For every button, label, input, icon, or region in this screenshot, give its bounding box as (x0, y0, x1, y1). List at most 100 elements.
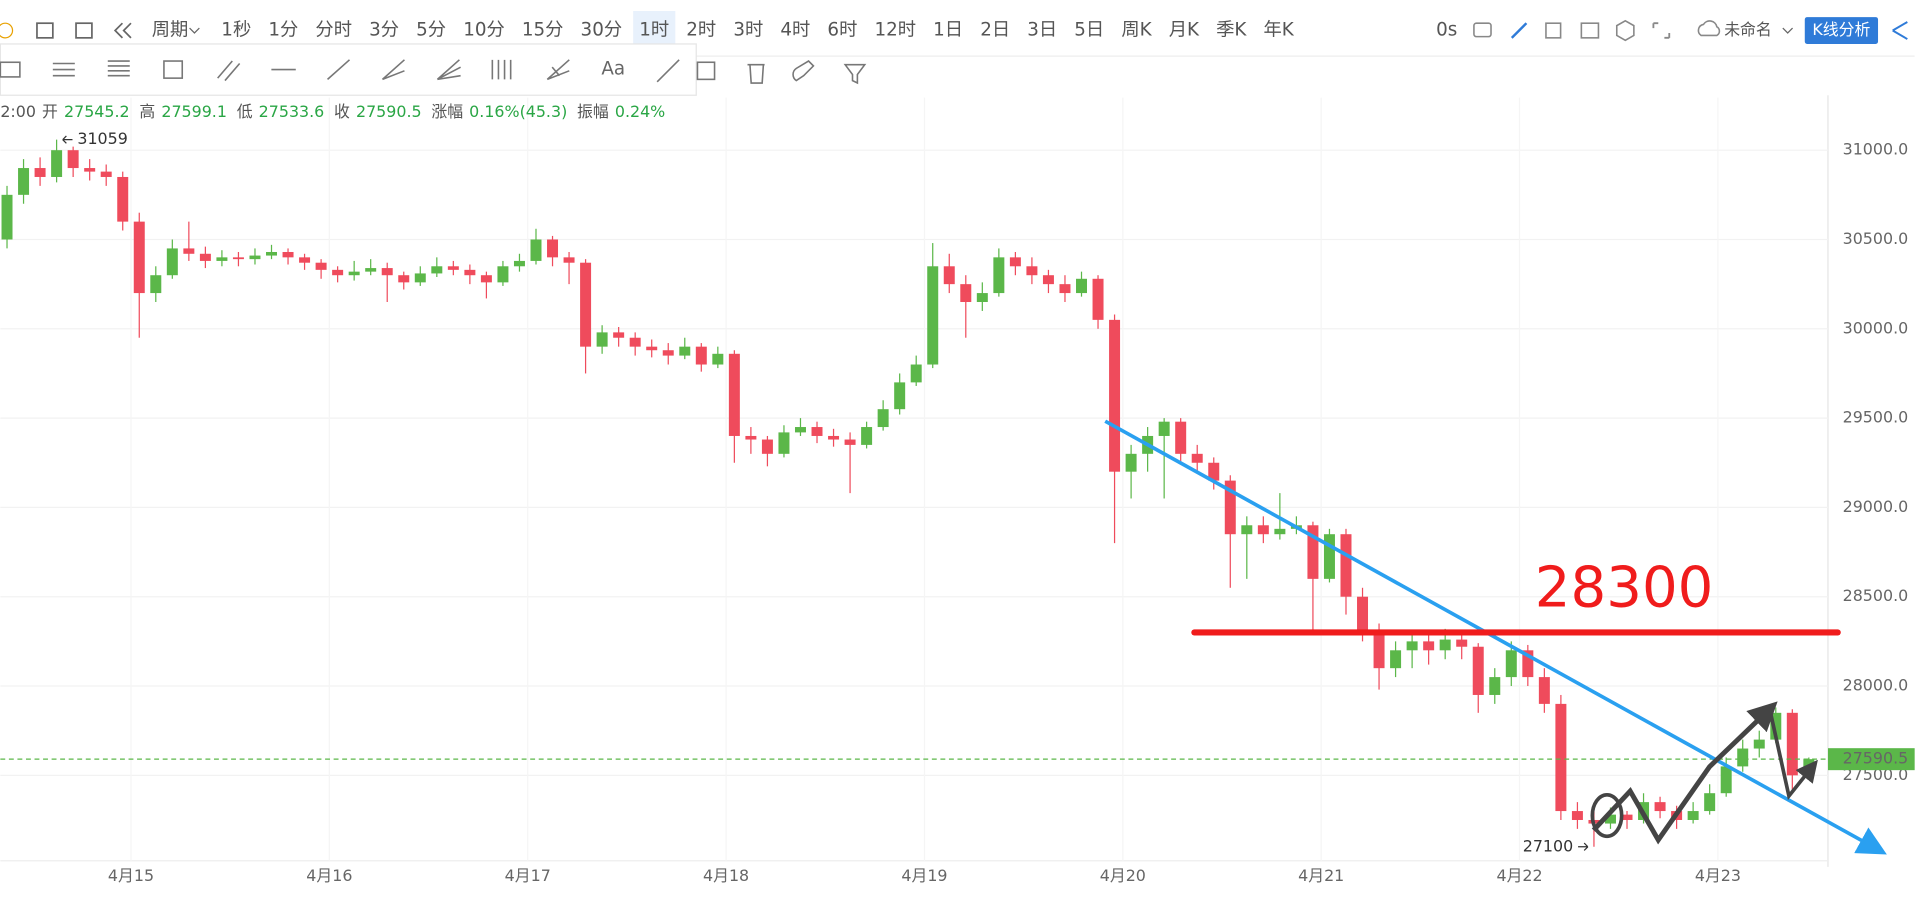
candle-body (927, 266, 939, 365)
note-tool[interactable] (696, 61, 716, 81)
candle-body (1456, 639, 1468, 647)
magnet-tool[interactable] (792, 60, 815, 82)
candle-body (1654, 802, 1666, 812)
period-button[interactable]: 3时 (733, 20, 763, 41)
period-button[interactable]: 4时 (780, 20, 810, 41)
period-button[interactable]: 3分 (369, 20, 399, 41)
candle-body (712, 353, 724, 365)
period-button[interactable]: 1分 (268, 20, 298, 41)
share-box-icon[interactable] (1545, 22, 1562, 39)
y-tick-label: 30500.0 (1843, 229, 1909, 248)
period-button[interactable]: 月K (1169, 20, 1200, 41)
period-button[interactable]: 季K (1216, 20, 1247, 41)
candle-body (1158, 421, 1170, 436)
period-button[interactable]: 1秒 (221, 20, 251, 41)
candle-body (1125, 453, 1137, 472)
cycle-tool[interactable] (491, 59, 512, 80)
pen-icon[interactable] (1510, 22, 1528, 39)
candle-body (51, 150, 63, 177)
share-icon[interactable] (1892, 21, 1908, 40)
analysis-button-bg[interactable] (1804, 17, 1879, 44)
arrow-tool[interactable] (656, 59, 680, 83)
fib-tool[interactable] (107, 60, 130, 77)
text-tool[interactable]: Aa (601, 59, 625, 80)
period-button[interactable]: 周K (1121, 20, 1152, 41)
layout-name[interactable]: 未命名 (1724, 20, 1772, 39)
max-arrow (62, 135, 73, 144)
candle-body (1026, 266, 1038, 276)
candle-body (1175, 421, 1187, 454)
candle-body (1505, 650, 1517, 678)
period-button[interactable]: 6时 (827, 20, 857, 41)
period-button[interactable]: 1时 (639, 20, 669, 41)
period-button[interactable]: 分时 (315, 20, 352, 41)
period-button[interactable]: 3日 (1027, 20, 1057, 41)
delete-tool[interactable] (747, 63, 765, 84)
ray-tool[interactable] (327, 59, 351, 80)
candle-body (662, 350, 674, 356)
settings-icon[interactable] (1615, 19, 1635, 42)
camera-icon[interactable] (1473, 22, 1492, 38)
candle-body (133, 221, 145, 294)
candle-body (530, 239, 542, 261)
y-tick-label: 28500.0 (1843, 586, 1909, 605)
period-button[interactable]: 5日 (1074, 20, 1104, 41)
period-button[interactable]: 15分 (522, 20, 564, 41)
candle-body (1340, 534, 1352, 597)
rect-tool[interactable] (0, 61, 21, 78)
drawing-tools (0, 43, 697, 96)
calendar-icon[interactable] (36, 22, 54, 39)
period-button[interactable]: 年K (1264, 20, 1295, 41)
analysis-button[interactable]: K线分析 (1812, 20, 1870, 39)
min-arrow (1578, 842, 1589, 851)
y-tick-label: 31000.0 (1843, 140, 1909, 159)
annotation-path (1768, 712, 1818, 801)
period-button[interactable]: 5分 (416, 20, 446, 41)
candle-body (348, 271, 360, 276)
candle-body (84, 168, 96, 172)
period-button[interactable]: 30分 (581, 20, 623, 41)
angle-tool[interactable] (381, 59, 405, 81)
period-label[interactable]: 周期 (152, 20, 189, 41)
candle-body (447, 266, 459, 270)
info-label: 涨幅 (431, 102, 463, 121)
candle-body (976, 293, 988, 303)
candle-body (1042, 275, 1054, 285)
candle-body (1208, 462, 1220, 481)
fan-tool[interactable] (436, 59, 461, 81)
channel-tool[interactable] (217, 60, 241, 82)
candle-body (1323, 534, 1335, 579)
fullscreen-icon[interactable] (1652, 22, 1671, 39)
candle-body (1257, 525, 1269, 535)
period-button[interactable]: 10分 (463, 20, 505, 41)
annotation-path (1591, 701, 1778, 845)
candle-body (910, 364, 922, 383)
candle-body (1059, 284, 1071, 294)
hlines-tool[interactable] (52, 62, 75, 77)
period-button[interactable]: 2日 (980, 20, 1010, 41)
candle-body (199, 253, 211, 261)
candle-body (547, 239, 559, 258)
box-tool[interactable] (163, 60, 184, 79)
info-label: 振幅 (577, 102, 609, 121)
period-button[interactable]: 2时 (686, 20, 716, 41)
candle-body (150, 275, 162, 294)
trend-line (1104, 419, 1887, 855)
template-icon[interactable] (1580, 22, 1600, 39)
period-button[interactable]: 1日 (933, 20, 963, 41)
candle-body (100, 171, 112, 177)
period-button[interactable]: 12时 (874, 20, 916, 41)
filter-tool[interactable] (843, 63, 867, 85)
candle-body (1786, 712, 1798, 776)
candle-body (1621, 814, 1633, 820)
candle-body (1555, 703, 1567, 812)
candle-body (1704, 793, 1716, 812)
layout-icon[interactable] (75, 22, 93, 39)
replay-icon[interactable] (113, 22, 132, 39)
gann-tool[interactable] (546, 59, 570, 81)
candle-body (563, 257, 575, 263)
x-tick-label: 4月23 (1695, 866, 1741, 885)
last-price-label: 27590.5 (1843, 749, 1909, 768)
candle-body (960, 284, 972, 303)
